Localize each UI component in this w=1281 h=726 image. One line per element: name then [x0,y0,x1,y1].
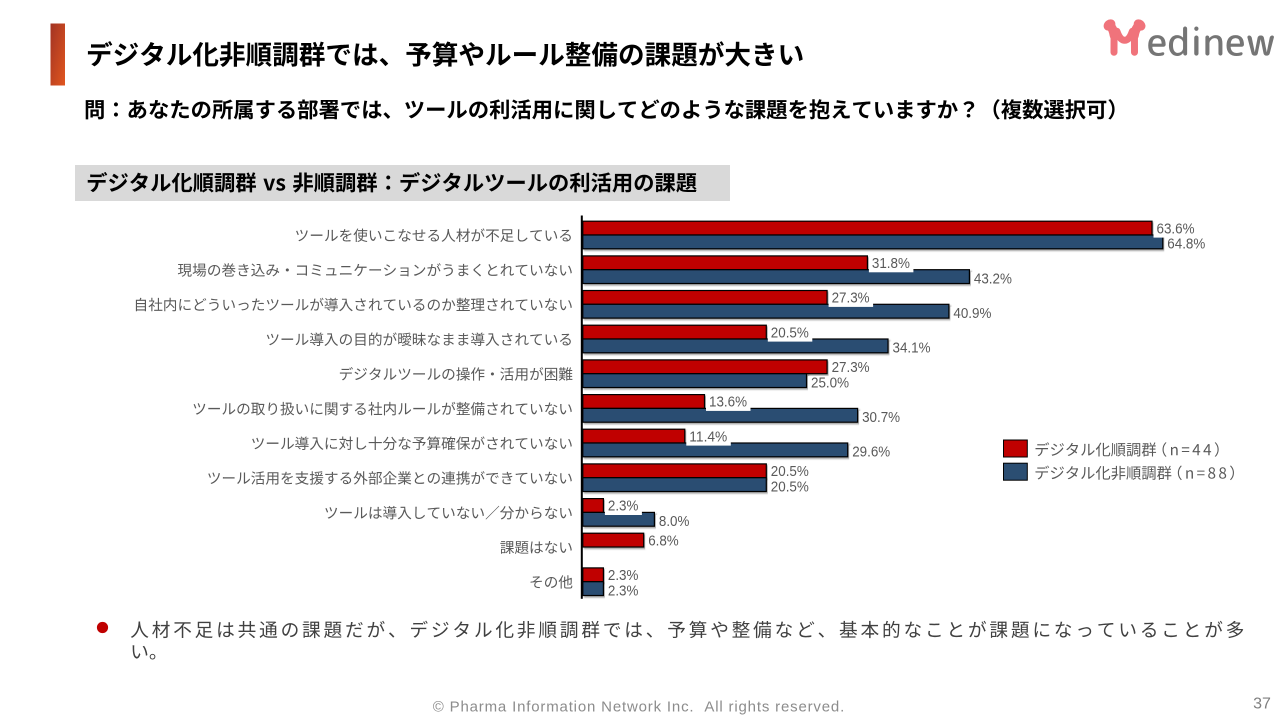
svg-text:11.4%: 11.4% [689,429,727,445]
svg-text:43.2%: 43.2% [974,271,1012,287]
svg-text:8.0%: 8.0% [659,514,690,530]
svg-text:20.5%: 20.5% [771,479,809,495]
svg-text:2.3%: 2.3% [608,499,639,515]
svg-text:31.8%: 31.8% [872,256,910,272]
svg-text:13.6%: 13.6% [709,395,747,411]
svg-text:27.3%: 27.3% [832,360,870,376]
svg-text:2.3%: 2.3% [608,583,639,599]
svg-text:© Pharma Information Network I: © Pharma Information Network Inc. All ri… [433,698,845,715]
svg-text:37: 37 [1253,696,1271,713]
svg-text:29.6%: 29.6% [852,445,890,461]
svg-text:34.1%: 34.1% [893,341,931,357]
svg-text:64.8%: 64.8% [1167,237,1205,253]
svg-text:30.7%: 30.7% [862,410,900,426]
svg-text:6.8%: 6.8% [648,533,679,549]
svg-text:40.9%: 40.9% [953,306,991,322]
svg-text:63.6%: 63.6% [1157,221,1195,237]
svg-text:25.0%: 25.0% [811,375,849,391]
svg-text:2.3%: 2.3% [608,568,639,584]
svg-text:27.3%: 27.3% [832,291,870,307]
svg-text:20.5%: 20.5% [771,325,809,341]
svg-text:20.5%: 20.5% [771,464,809,480]
